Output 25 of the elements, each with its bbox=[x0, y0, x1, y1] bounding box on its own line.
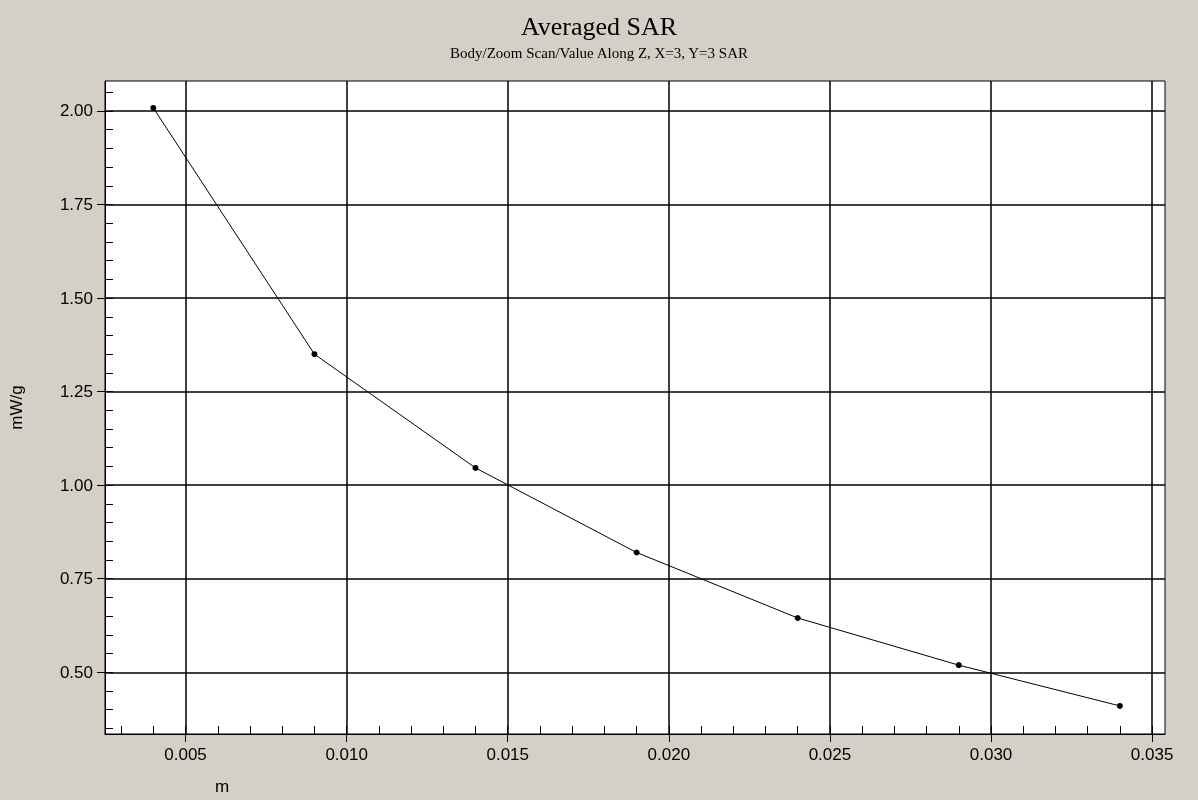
point bbox=[311, 351, 318, 358]
x-tick-label: 0.035 bbox=[1130, 745, 1174, 764]
point bbox=[794, 615, 801, 621]
x-tick-label: 0.020 bbox=[647, 745, 691, 764]
y-tick-label: 1.75 bbox=[59, 194, 93, 214]
y-tick-label: 1.50 bbox=[59, 288, 93, 308]
point bbox=[150, 104, 157, 111]
y-axis-title: mW/g bbox=[7, 385, 26, 430]
x-axis-title: m bbox=[215, 777, 230, 796]
y-tick-label: 0.50 bbox=[59, 662, 93, 682]
x-tick-label: 0.005 bbox=[164, 745, 207, 764]
y-tick-label: 1.25 bbox=[59, 382, 93, 402]
point bbox=[1116, 702, 1123, 709]
point bbox=[955, 662, 962, 669]
y-tick-label: 2.00 bbox=[59, 101, 93, 121]
point bbox=[633, 549, 640, 556]
y-tick-label: 1.00 bbox=[59, 475, 93, 495]
x-tick-label: 0.025 bbox=[808, 745, 852, 764]
x-tick-label: 0.030 bbox=[969, 745, 1013, 764]
x-tick-label: 0.015 bbox=[486, 745, 530, 764]
point bbox=[472, 464, 479, 471]
chart-title: Averaged SAR bbox=[520, 11, 678, 41]
y-tick-label: 0.75 bbox=[59, 569, 93, 589]
chart-subtitle: Body/Zoom Scan/Value Along Z, X=3, Y=3 SAR bbox=[449, 44, 749, 61]
x-tick-label: 0.010 bbox=[325, 745, 368, 764]
